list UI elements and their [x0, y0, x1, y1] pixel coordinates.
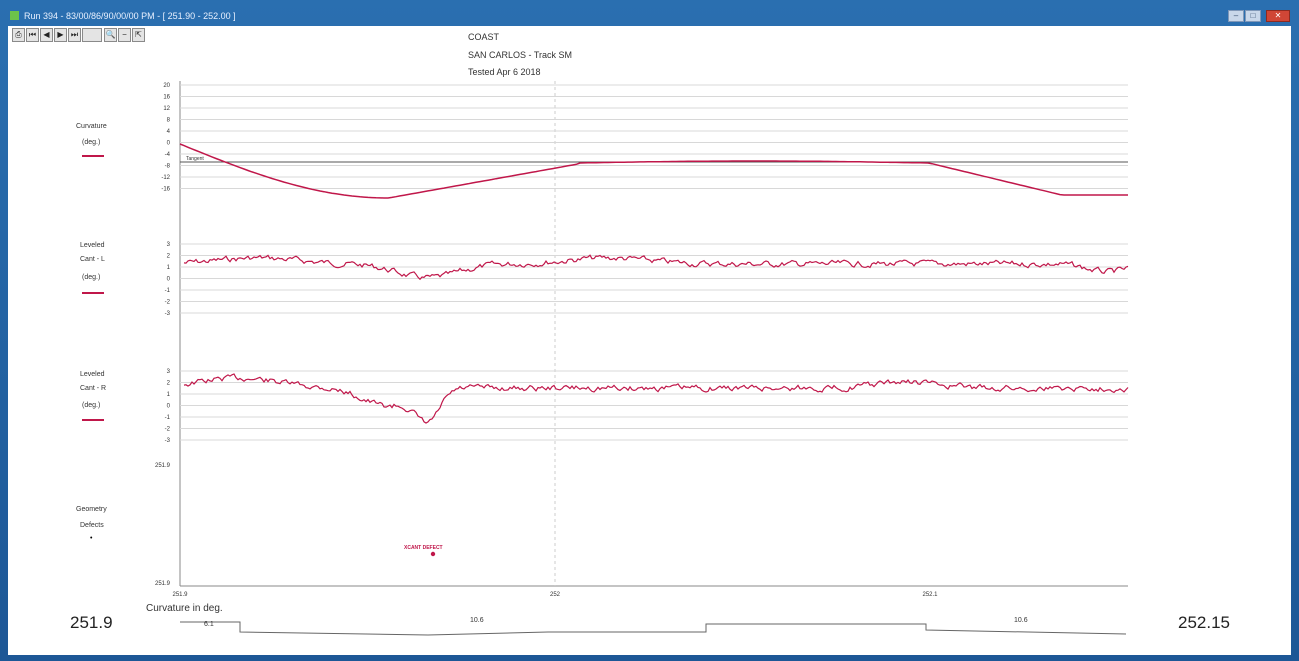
- next-icon[interactable]: ▶: [54, 28, 67, 42]
- level-right-tick-label: 2: [167, 381, 171, 387]
- window-title: Run 394 - 83/00/86/90/00/00 PM - [ 251.9…: [24, 11, 236, 21]
- geometry-top-label: 251.9: [155, 463, 171, 469]
- level-left-label: Leveled: [80, 242, 105, 249]
- level-right-unit: (deg.): [82, 402, 101, 409]
- level-right-trace: [183, 373, 1129, 424]
- report-client-area: ⎙ ⏮ ◀ ▶ ⏭ 🔍 − ⇱ COAST SAN CARLOS - Track…: [8, 26, 1291, 655]
- tangent-label: Tangent: [186, 156, 204, 162]
- geometry-bottom-label: 251.9: [155, 581, 171, 587]
- x-tick-label: 252: [550, 592, 561, 598]
- skip-back-icon[interactable]: ⏮: [26, 28, 39, 42]
- level-left-legend-swatch: [82, 292, 104, 294]
- close-button[interactable]: ✕: [1266, 10, 1290, 22]
- zoom-in-icon[interactable]: 🔍: [104, 28, 117, 42]
- level-left-tick-label: 3: [167, 242, 171, 248]
- geometry-label: Geometry: [76, 506, 107, 513]
- curvature-tick-label: 4: [167, 129, 171, 135]
- level-left-tick-label: 0: [167, 277, 171, 283]
- geometry-marker: •: [90, 535, 93, 542]
- curvature-tick-label: -12: [161, 175, 170, 181]
- curvature-caption: Curvature in deg.: [146, 603, 223, 614]
- curvature-label: Curvature: [76, 123, 107, 130]
- level-right-tick-label: -1: [165, 415, 171, 421]
- level-left-tick-label: -1: [165, 288, 171, 294]
- level-right-sub: Cant - R: [80, 385, 107, 392]
- end-milepost: 252.15: [1178, 613, 1230, 632]
- title-bar[interactable]: Run 394 - 83/00/86/90/00/00 PM - [ 251.9…: [6, 8, 1293, 24]
- curvature-segment-3: 10.6: [1014, 617, 1028, 624]
- level-right-tick-label: 1: [167, 392, 171, 398]
- maximize-button[interactable]: □: [1245, 10, 1261, 22]
- curvature-tick-label: -8: [165, 164, 171, 170]
- curvature-tick-label: -4: [165, 152, 171, 158]
- chart-area[interactable]: 20 16 12 8 4 0 -4 -8 -12 -16 3 2 1 0 -1 -2 -3 3 2 1 0 -1 -2 -3 2…: [8, 26, 1291, 655]
- curvature-tick-label: 16: [163, 95, 170, 101]
- curvature-unit: (deg.): [82, 139, 101, 146]
- curvature-tick-label: -16: [161, 187, 170, 193]
- level-right-legend-swatch: [82, 419, 104, 421]
- curvature-legend-swatch: [82, 155, 104, 157]
- level-left-tick-label: 1: [167, 265, 171, 271]
- level-left-sub: Cant - L: [80, 256, 105, 263]
- level-left-tick-label: -2: [165, 300, 171, 306]
- x-tick-label: 252.1: [922, 592, 938, 598]
- curvature-tick-label: 0: [167, 141, 171, 147]
- header-line-3: Tested Apr 6 2018: [468, 67, 541, 77]
- defect-marker: [430, 551, 436, 557]
- skip-forward-icon[interactable]: ⏭: [68, 28, 81, 42]
- curvature-tick-label: 20: [163, 83, 170, 89]
- print-icon[interactable]: ⎙: [12, 28, 25, 42]
- curvature-tick-label: 8: [167, 118, 171, 124]
- level-left-unit: (deg.): [82, 274, 101, 281]
- minimize-button[interactable]: –: [1228, 10, 1244, 22]
- geometry-sub: Defects: [80, 522, 104, 529]
- level-right-tick-label: 3: [167, 369, 171, 375]
- cursor-icon[interactable]: ⇱: [132, 28, 145, 42]
- level-left-tick-label: -3: [165, 311, 171, 317]
- blank-icon[interactable]: [82, 28, 102, 42]
- curvature-tick-label: 12: [163, 106, 170, 112]
- curvature-trace: [179, 143, 1128, 199]
- curvature-summary-line: [180, 621, 1127, 636]
- curvature-segment-1: 6.1: [204, 621, 214, 628]
- level-right-tick-label: -2: [165, 427, 171, 433]
- defect-label: XCANT DEFECT: [404, 545, 443, 551]
- level-left-trace: [183, 254, 1129, 281]
- level-right-tick-label: -3: [165, 438, 171, 444]
- level-left-tick-label: 2: [167, 254, 171, 260]
- x-tick-label: 251.9: [172, 592, 188, 598]
- start-milepost: 251.9: [70, 613, 113, 632]
- level-right-tick-label: 0: [167, 404, 171, 410]
- curvature-segment-2: 10.6: [470, 617, 484, 624]
- app-icon: [10, 11, 19, 20]
- level-right-label: Leveled: [80, 371, 105, 378]
- header-line-1: COAST: [468, 32, 500, 42]
- prev-icon[interactable]: ◀: [40, 28, 53, 42]
- header-line-2: SAN CARLOS - Track SM: [468, 50, 573, 60]
- zoom-out-icon[interactable]: −: [118, 28, 131, 42]
